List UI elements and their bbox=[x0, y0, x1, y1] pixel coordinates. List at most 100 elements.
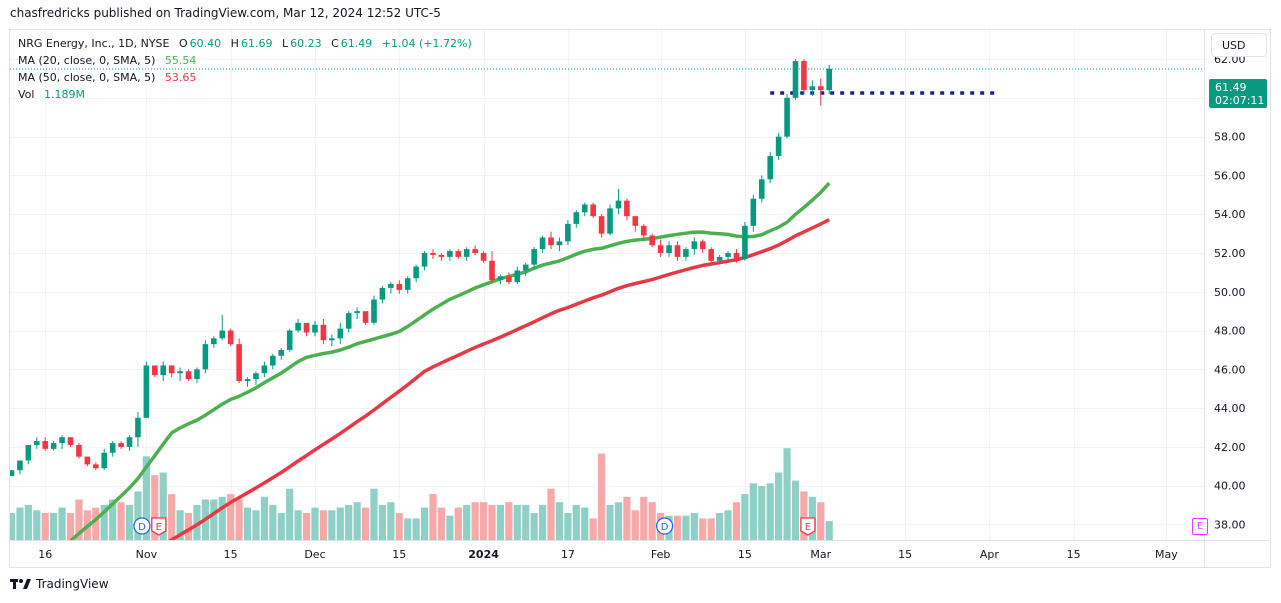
volume-bar bbox=[623, 496, 631, 540]
legend-open-label: O bbox=[179, 37, 188, 50]
candle-body bbox=[801, 61, 807, 91]
candle-body bbox=[767, 156, 773, 180]
time-tick-label: Nov bbox=[136, 548, 158, 561]
candle bbox=[598, 214, 605, 238]
volume-bar bbox=[606, 504, 614, 540]
legend-close-label: C bbox=[331, 37, 339, 50]
candle-body bbox=[371, 299, 377, 323]
volume-bar bbox=[825, 521, 833, 540]
candle bbox=[362, 311, 369, 325]
volume-bar bbox=[378, 504, 387, 540]
candle bbox=[168, 365, 175, 378]
candle-body bbox=[438, 254, 445, 257]
candle-body bbox=[784, 97, 790, 137]
candle-body bbox=[708, 249, 714, 261]
legend-ma20-label: MA (20, close, 0, SMA, 5) bbox=[18, 54, 156, 67]
volume-bar bbox=[252, 510, 260, 540]
time-tick-label: 16 bbox=[38, 548, 52, 561]
candle bbox=[286, 328, 293, 352]
volume-bar bbox=[345, 504, 353, 540]
volume-bar bbox=[690, 513, 698, 540]
candle-body bbox=[362, 311, 369, 323]
candle bbox=[640, 223, 647, 240]
volume-bar bbox=[92, 507, 100, 540]
candle-body bbox=[101, 452, 108, 469]
candle-body bbox=[177, 371, 183, 374]
candle bbox=[733, 249, 740, 263]
candle bbox=[109, 441, 116, 457]
candle bbox=[152, 365, 158, 378]
candle bbox=[67, 437, 74, 447]
volume-bar bbox=[716, 513, 724, 540]
legend-ma20-row[interactable]: MA (20, close, 0, SMA, 5) 55.54 bbox=[18, 52, 474, 69]
candle bbox=[758, 175, 765, 203]
volume-bar bbox=[58, 507, 66, 540]
candle-body bbox=[312, 324, 318, 333]
candle bbox=[430, 249, 436, 259]
legend-symbol[interactable]: NRG Energy, Inc., 1D, NYSE bbox=[18, 37, 170, 50]
time-tick-label: 15 bbox=[224, 548, 238, 561]
upcoming-earnings-marker[interactable]: E bbox=[1192, 518, 1208, 535]
volume-bar bbox=[75, 499, 83, 540]
candle-body bbox=[758, 179, 765, 199]
legend-ma50-row[interactable]: MA (50, close, 0, SMA, 5) 53.65 bbox=[18, 69, 474, 86]
candle bbox=[539, 235, 546, 254]
volume-bar bbox=[328, 510, 336, 540]
candle-body bbox=[683, 249, 689, 257]
candle-body bbox=[270, 355, 276, 366]
candle bbox=[185, 369, 192, 381]
candle bbox=[497, 274, 504, 285]
currency-button[interactable]: USD bbox=[1211, 33, 1267, 57]
volume-bar bbox=[41, 513, 49, 540]
candle bbox=[396, 280, 403, 294]
candle-body bbox=[421, 253, 428, 267]
candle-body bbox=[716, 256, 723, 261]
time-tick-label: 15 bbox=[898, 548, 912, 561]
tradingview-brand: TradingView bbox=[36, 577, 109, 591]
volume-bar bbox=[10, 513, 16, 540]
candle-body bbox=[337, 328, 344, 339]
candle bbox=[463, 247, 470, 261]
time-tick-label: 17 bbox=[561, 548, 575, 561]
candle-body bbox=[640, 225, 647, 236]
candle bbox=[118, 441, 124, 449]
candle-body bbox=[379, 287, 386, 300]
candle bbox=[253, 371, 259, 385]
time-tick-label: Dec bbox=[304, 548, 325, 561]
candle-body bbox=[168, 365, 175, 374]
candle-body bbox=[118, 443, 124, 447]
candle bbox=[337, 322, 344, 345]
time-tick-label: 15 bbox=[1067, 548, 1081, 561]
candle-body bbox=[152, 365, 158, 376]
last-price-tag: 61.49 02:07:11 bbox=[1209, 79, 1267, 108]
volume-bar bbox=[319, 510, 328, 540]
tradingview-logo[interactable]: TradingView bbox=[10, 577, 109, 591]
candle-body bbox=[185, 371, 192, 380]
candle bbox=[126, 435, 133, 451]
candle bbox=[455, 249, 462, 259]
candle bbox=[522, 262, 529, 277]
volume-bar bbox=[513, 504, 521, 540]
volume-bar bbox=[168, 494, 176, 540]
candle bbox=[219, 315, 226, 341]
candle-body bbox=[126, 437, 133, 447]
candle bbox=[632, 216, 639, 232]
candle-body bbox=[413, 266, 419, 279]
price-tick-label: 52.00 bbox=[1214, 247, 1246, 260]
candle-body bbox=[548, 237, 554, 246]
price-tick-label: 56.00 bbox=[1214, 169, 1246, 182]
volume-bar bbox=[370, 488, 378, 540]
volume-bar bbox=[387, 502, 395, 540]
candle-body bbox=[489, 260, 495, 281]
candle-body bbox=[472, 249, 478, 254]
price-tick-label: 44.00 bbox=[1214, 402, 1246, 415]
candle bbox=[565, 220, 571, 246]
legend-volume-row[interactable]: Vol 1.189M bbox=[18, 86, 474, 103]
price-axis-labels: 38.00 40.00 42.00 44.00 46.00 48.00 50.00 52.00… bbox=[1214, 53, 1246, 531]
candle bbox=[135, 412, 141, 447]
legend-low-value: 60.23 bbox=[290, 37, 322, 50]
earnings-marker-label: E bbox=[805, 522, 811, 533]
candle bbox=[708, 247, 714, 263]
tradingview-logo-icon bbox=[10, 579, 31, 589]
